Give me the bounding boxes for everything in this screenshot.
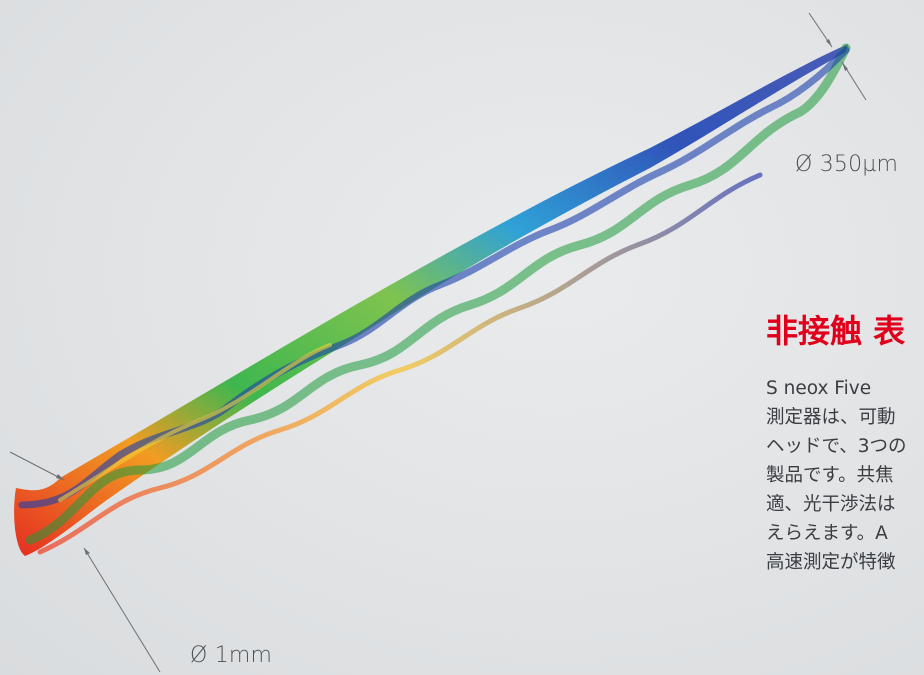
article-line: ヘッドで、3つの — [766, 436, 907, 457]
article-line: えらえます。A — [766, 523, 888, 544]
tip-arrow-lower — [842, 62, 848, 71]
shank-dimension-line-lower — [83, 547, 161, 673]
shank-dimension-line-upper — [9, 451, 65, 481]
shank-diameter-label: Ø 1mm — [190, 643, 273, 668]
article-line: 高速測定が特徴 — [766, 552, 896, 573]
article-line: 製品です。共焦 — [766, 465, 894, 486]
drill-body — [14, 44, 848, 556]
shank-arrow-lower — [84, 548, 90, 555]
article-line: 測定器は、可動 — [766, 407, 896, 428]
article-line: S neox Five — [766, 378, 872, 399]
article-body: S neox Five 測定器は、可動 ヘッドで、3つの 製品です。共焦 適、光… — [766, 374, 924, 577]
article-heading: 非接触 表 — [766, 312, 906, 350]
article-line: 適、光干渉法は — [766, 494, 896, 515]
tip-diameter-label: Ø 350µm — [795, 152, 899, 177]
drill-flutes — [18, 43, 851, 555]
shank-arrow-upper — [56, 474, 64, 480]
tip-arrow-upper — [826, 39, 832, 47]
